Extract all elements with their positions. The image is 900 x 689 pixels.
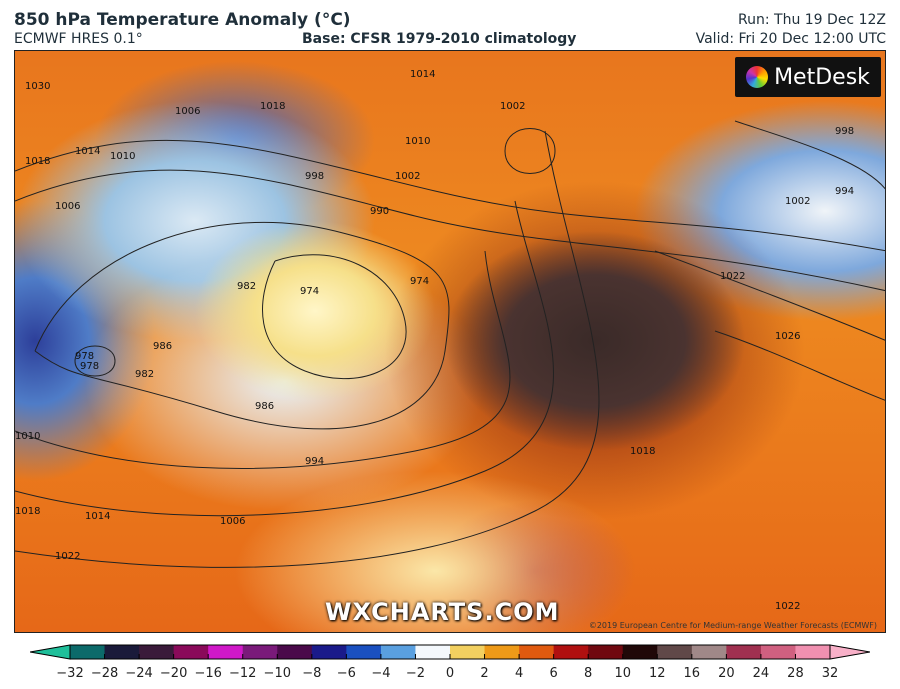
- chart-title: 850 hPa Temperature Anomaly (°C): [14, 10, 351, 30]
- colorbar-tick-label: 16: [683, 666, 701, 681]
- colorbar-tick-label: 10: [614, 666, 631, 681]
- isobar-label: 1022: [55, 551, 81, 562]
- climatology-base: Base: CFSR 1979-2010 climatology: [302, 31, 577, 47]
- isobar-label: 1006: [55, 201, 81, 212]
- colorbar-tick-label: −20: [159, 666, 188, 681]
- colorbar-segment: [519, 645, 555, 659]
- colorbar-tick-label: −2: [405, 666, 426, 681]
- colorbar-tick-label: −4: [371, 666, 391, 681]
- colorbar-segment: [726, 645, 762, 659]
- metdesk-logo: MetDesk: [735, 57, 881, 97]
- isobar-label: 1018: [15, 506, 41, 517]
- colorbar-tick-label: 0: [445, 666, 455, 681]
- colorbar-segment: [657, 645, 693, 659]
- colorbar: [30, 644, 870, 660]
- colorbar-segment: [104, 645, 140, 659]
- colorbar-segment: [484, 645, 520, 659]
- colorbar-segment: [173, 645, 209, 659]
- isobar-label: 1014: [85, 511, 111, 522]
- isobar-label: 1018: [630, 446, 656, 457]
- isobar-label: 1018: [260, 101, 286, 112]
- colorbar-tick-label: 12: [648, 666, 666, 681]
- colorbar-segment: [70, 645, 106, 659]
- colorbar-segment: [622, 645, 658, 659]
- run-time: Run: Thu 19 Dec 12Z: [738, 12, 886, 28]
- colorbar-tick-label: −6: [336, 666, 356, 681]
- isobar-label: 990: [885, 143, 886, 154]
- isobar-label: 1010: [110, 151, 136, 162]
- isobar-label: 1030: [25, 81, 51, 92]
- colorbar-segment: [760, 645, 796, 659]
- colorbar-tick-label: 20: [718, 666, 735, 681]
- colorbar-tick-label: −10: [263, 666, 291, 681]
- colorbar-segment: [795, 645, 831, 659]
- isobar-label: 1010: [15, 431, 41, 442]
- isobar-label: 1002: [395, 171, 421, 182]
- colorbar-segment: [588, 645, 624, 659]
- colorbar-segment: [450, 645, 486, 659]
- colorbar-segment: [415, 645, 451, 659]
- colorbar-min-arrow: [30, 644, 71, 660]
- colorbar-segment: [346, 645, 382, 659]
- colorbar-segment: [553, 645, 589, 659]
- colorbar-max-arrow: [829, 644, 870, 660]
- colorbar-segment: [277, 645, 313, 659]
- colorbar-tick-label: −16: [194, 666, 222, 681]
- isobar-label: 1022: [720, 271, 746, 282]
- isobar-lines: [15, 120, 885, 568]
- colorbar-tick-label: 6: [549, 666, 558, 681]
- isobar-label: 1006: [220, 516, 246, 527]
- colorbar-tick-label: 2: [480, 666, 489, 681]
- colorbar-segment: [691, 645, 727, 659]
- isobar-label: 978: [80, 361, 100, 372]
- isobar-label: 1014: [410, 69, 436, 80]
- isobar-label: 1022: [775, 601, 801, 612]
- isobar-label: 1002: [785, 196, 811, 207]
- watermark: WXCHARTS.COM: [325, 598, 560, 626]
- colorbar-segment: [139, 645, 175, 659]
- isobar-label: 998: [305, 171, 325, 182]
- isobar-label: 994: [305, 456, 325, 467]
- colorbar-tick-label: 24: [752, 666, 770, 681]
- anomaly-map: 1030 1014 1018 1010 1006 1006 1018 1014 1010 998 1…: [14, 50, 886, 633]
- isobar-label: 986: [255, 401, 275, 412]
- isobar-label: 1010: [405, 136, 431, 147]
- model-name: ECMWF HRES 0.1°: [14, 31, 143, 47]
- isobar-label: 1018: [25, 156, 51, 167]
- isobar-label: 978: [75, 351, 95, 362]
- isobar-label: 974: [300, 286, 320, 297]
- copyright: ©2019 European Centre for Medium-range W…: [588, 621, 877, 630]
- colorbar-tick-label: −8: [302, 666, 322, 681]
- isobar-label: 982: [237, 281, 257, 292]
- colorbar-tick-label: −24: [125, 666, 153, 681]
- colorbar-segment: [242, 645, 278, 659]
- colorbar-segment: [311, 645, 347, 659]
- isobar-label: 1014: [75, 146, 101, 157]
- isobar-label: 974: [410, 276, 430, 287]
- isobar-label: 986: [153, 341, 173, 352]
- colorbar-segment: [380, 645, 416, 659]
- colorbar-tick-label: −12: [229, 666, 257, 681]
- colorbar-tick-label: 8: [584, 666, 593, 681]
- isobar-label: 990: [370, 206, 390, 217]
- isobar-label: 998: [835, 126, 855, 137]
- colorbar-segment: [208, 645, 244, 659]
- valid-time: Valid: Fri 20 Dec 12:00 UTC: [695, 31, 886, 47]
- colorbar-tick-label: 4: [514, 666, 524, 681]
- isobar-label: 994: [835, 186, 855, 197]
- colorbar-tick-label: 28: [787, 666, 804, 681]
- colorbar-tick-label: 32: [821, 666, 839, 681]
- colorbar-tick-label: −28: [90, 666, 119, 681]
- logo-text: MetDesk: [774, 64, 870, 90]
- isobar-label: 1026: [775, 331, 801, 342]
- metdesk-flower-icon: [746, 66, 769, 88]
- isobar-label: 1006: [175, 106, 201, 117]
- isobar-label: 1002: [500, 101, 526, 112]
- isobar-label: 982: [135, 369, 155, 380]
- colorbar-tick-label: −32: [56, 666, 84, 681]
